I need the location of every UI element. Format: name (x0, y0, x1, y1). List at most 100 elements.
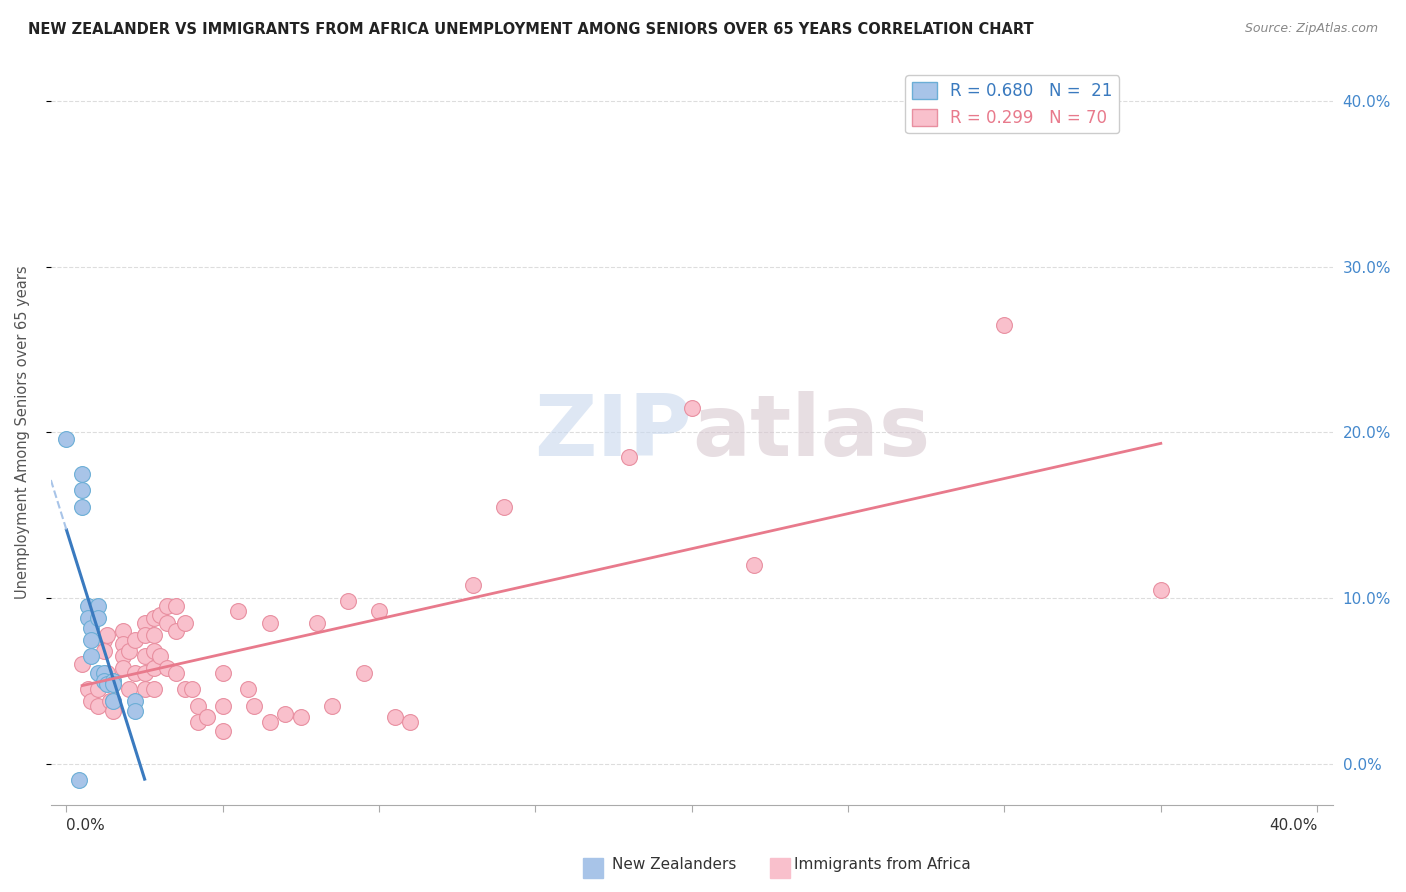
Point (336, 594, 359, 608)
Point (353, 665, 375, 680)
Point (77, 682, 100, 697)
Point (211, 698, 233, 713)
Point (103, 694, 125, 708)
Text: ZIP: ZIP (534, 391, 692, 474)
Point (111, 638, 134, 652)
Point (134, 615, 156, 630)
Point (87, 665, 110, 680)
Point (70, 500, 93, 514)
Point (103, 673, 125, 688)
Point (143, 682, 166, 697)
Legend: R = 0.680   N =  21, R = 0.299   N = 70: R = 0.680 N = 21, R = 0.299 N = 70 (905, 76, 1119, 134)
Point (55, 432, 77, 446)
Point (77, 611, 100, 625)
Point (211, 723, 233, 738)
Point (87, 698, 110, 713)
Point (103, 677, 125, 691)
Point (87, 611, 110, 625)
Point (118, 682, 141, 697)
Point (103, 677, 125, 691)
Point (70, 467, 93, 481)
Point (461, 578, 484, 592)
Point (134, 682, 156, 697)
Point (103, 694, 125, 708)
Point (155, 615, 177, 630)
Point (124, 632, 146, 647)
Point (93, 665, 115, 680)
Point (259, 715, 281, 730)
Point (87, 599, 110, 614)
Point (143, 627, 166, 641)
Point (80, 694, 103, 708)
Point (134, 649, 156, 664)
Point (103, 704, 125, 718)
Point (77, 599, 100, 614)
Y-axis label: Unemployment Among Seniors over 65 years: Unemployment Among Seniors over 65 years (15, 266, 30, 599)
Point (96, 627, 118, 641)
Point (149, 649, 172, 664)
Point (1150, 582, 1173, 597)
Point (134, 665, 156, 680)
Point (494, 500, 516, 514)
Point (80, 632, 103, 647)
Point (165, 599, 187, 614)
Point (143, 661, 166, 675)
Text: 0.0%: 0.0% (66, 819, 105, 833)
Point (149, 607, 172, 622)
Point (321, 698, 343, 713)
Point (93, 644, 115, 658)
Point (143, 644, 166, 658)
Point (118, 644, 141, 658)
Text: atlas: atlas (692, 391, 929, 474)
Point (111, 624, 134, 639)
Point (305, 615, 328, 630)
Point (681, 401, 703, 415)
Point (180, 682, 202, 697)
Point (243, 698, 266, 713)
Text: NEW ZEALANDER VS IMMIGRANTS FROM AFRICA UNEMPLOYMENT AMONG SENIORS OVER 65 YEARS: NEW ZEALANDER VS IMMIGRANTS FROM AFRICA … (28, 22, 1033, 37)
Point (211, 665, 233, 680)
Point (384, 710, 406, 724)
Point (155, 599, 177, 614)
Text: Source: ZipAtlas.com: Source: ZipAtlas.com (1244, 22, 1378, 36)
Point (619, 450, 641, 465)
Point (174, 682, 197, 697)
Point (124, 665, 146, 680)
Point (98, 694, 121, 708)
Point (70, 483, 93, 498)
Point (80, 621, 103, 635)
Point (67, 773, 90, 788)
Point (124, 694, 146, 708)
Point (155, 661, 177, 675)
Text: New Zealanders: New Zealanders (612, 857, 735, 872)
Point (165, 665, 187, 680)
Point (236, 682, 259, 697)
Point (70, 657, 93, 672)
Point (187, 698, 209, 713)
Point (259, 615, 281, 630)
Point (165, 624, 187, 639)
Point (195, 710, 218, 724)
Point (111, 661, 134, 675)
Point (93, 673, 115, 688)
Point (290, 710, 312, 724)
Point (96, 677, 118, 691)
Point (993, 318, 1015, 332)
Point (124, 704, 146, 718)
Point (744, 558, 766, 572)
Point (174, 615, 197, 630)
Point (134, 627, 156, 641)
Point (87, 682, 110, 697)
Point (368, 604, 391, 618)
Point (187, 715, 209, 730)
Text: Immigrants from Africa: Immigrants from Africa (794, 857, 972, 872)
Point (103, 673, 125, 688)
Point (399, 715, 422, 730)
Point (93, 632, 115, 647)
Point (111, 649, 134, 664)
Point (274, 707, 297, 722)
Point (143, 611, 166, 625)
Text: 40.0%: 40.0% (1268, 819, 1317, 833)
Point (80, 649, 103, 664)
Point (96, 665, 118, 680)
